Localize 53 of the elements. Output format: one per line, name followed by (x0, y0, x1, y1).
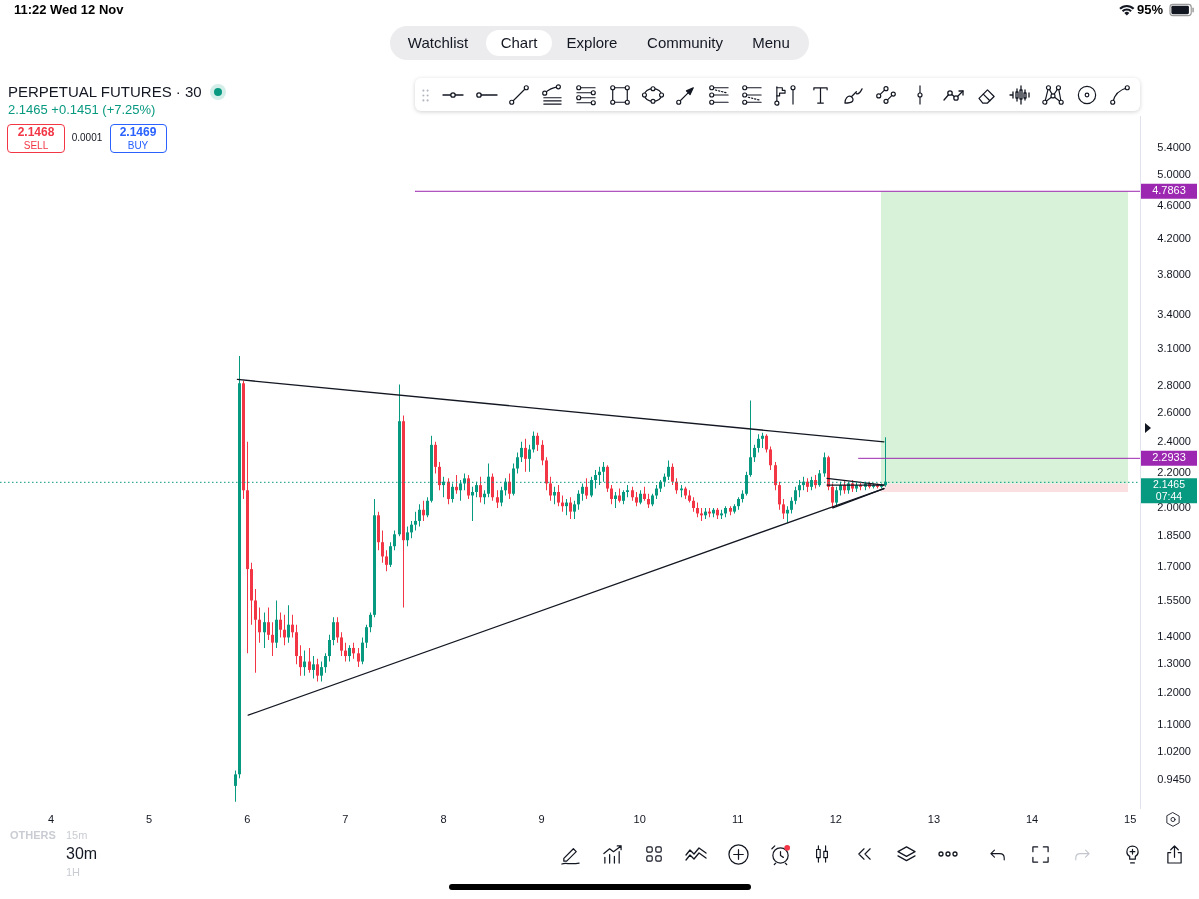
x-tick-label: 15 (1124, 812, 1137, 825)
annotation: 2.1469 (119, 125, 157, 140)
x-tick-label: 7 (342, 812, 349, 825)
annotation: 2.1468 (17, 125, 55, 140)
y-tick-label: 1.1000 (1157, 717, 1191, 730)
y-tick-label: 1.8500 (1157, 529, 1191, 542)
text: Wed 12 Nov (50, 2, 124, 18)
annotation: BUY (127, 140, 149, 152)
y-tick-label: 1.4000 (1157, 630, 1191, 643)
series-label: 4.7863 (1152, 184, 1186, 197)
x-tick-label: 13 (927, 812, 941, 825)
text: 07:44 (1155, 489, 1183, 502)
x-tick-label: 14 (1025, 812, 1039, 825)
y-tick-label: 1.7000 (1157, 559, 1191, 572)
y-tick-label: 5.4000 (1157, 140, 1191, 153)
text: 11:22 (14, 2, 47, 18)
x-tick-label: 5 (146, 812, 153, 825)
chart-title: PERPETUAL FUTURES · 30 (8, 83, 202, 101)
y-tick-label: 2.4000 (1157, 434, 1191, 447)
y-tick-label: 4.2000 (1157, 231, 1191, 244)
y-tick-label: 3.4000 (1157, 308, 1191, 321)
y-tick-label: 0.9450 (1157, 773, 1191, 786)
chart-subtitle: 2.1465 +0.1451 (+7.25%) (8, 102, 156, 118)
y-tick-label: 2.6000 (1157, 405, 1191, 418)
x-tick-label: 8 (440, 812, 447, 825)
y-tick-label: 2.2000 (1157, 466, 1191, 479)
text: Explore (566, 34, 618, 52)
y-tick-label: 1.5500 (1157, 593, 1191, 606)
text: 30m (66, 845, 98, 864)
x-tick-label: 4 (47, 812, 55, 825)
x-tick-label: 9 (538, 812, 545, 825)
y-tick-label: 5.0000 (1157, 168, 1191, 181)
x-tick-label: 11 (732, 812, 744, 825)
y-tick-label: 3.8000 (1157, 268, 1191, 281)
text: Chart (500, 34, 538, 52)
y-tick-label: 2.0000 (1157, 501, 1191, 514)
x-tick-label: 10 (633, 812, 646, 825)
text: 95% (1137, 2, 1164, 18)
y-tick-label: 3.1000 (1157, 341, 1191, 354)
text: Watchlist (407, 34, 469, 52)
y-tick-label: 1.2000 (1157, 686, 1191, 699)
x-tick-label: 6 (244, 812, 251, 825)
y-tick-label: 1.3000 (1157, 657, 1191, 670)
y-tick-label: 1.0200 (1157, 745, 1191, 758)
ref-line-label: 2.1465 (1152, 477, 1186, 490)
text: Menu (752, 34, 790, 52)
annotation: 0.0001 (71, 132, 103, 144)
text: Community (647, 34, 723, 52)
annotation: SELL (23, 140, 49, 152)
y-tick-label: 2.8000 (1157, 378, 1191, 391)
y-tick-label: 4.6000 (1157, 198, 1191, 211)
series-label: 2.2933 (1152, 451, 1186, 464)
x-tick-label: 12 (829, 812, 842, 825)
